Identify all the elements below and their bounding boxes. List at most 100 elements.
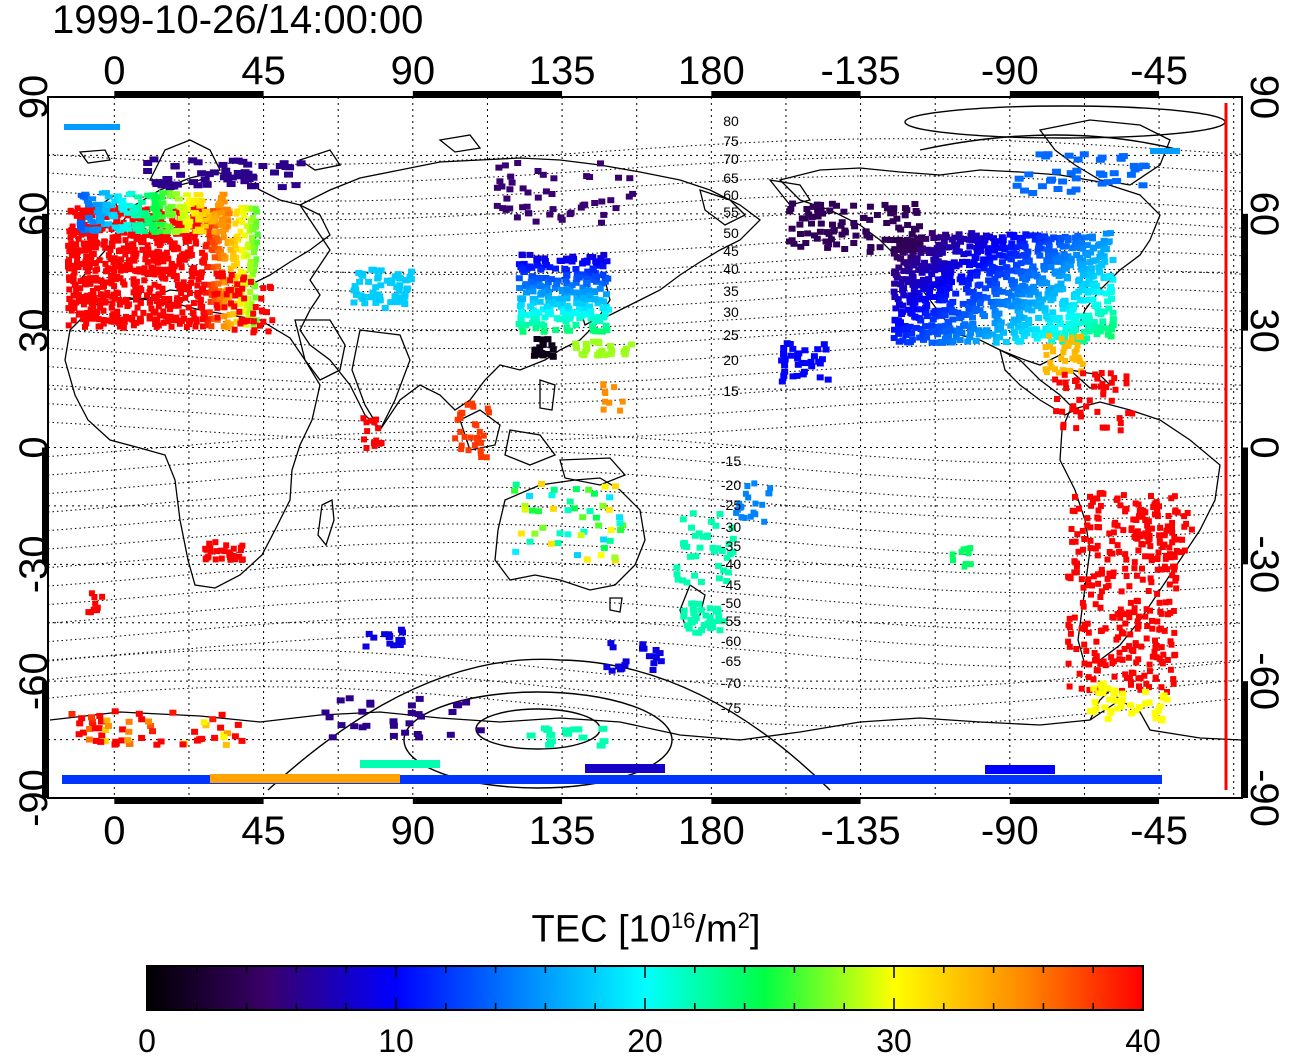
tec-sample [126,257,132,264]
tec-sample [1052,366,1058,373]
tec-sample [201,309,207,316]
tec-sample [908,270,916,277]
cb-label-main: TEC [10 [531,908,671,951]
tec-sample [245,274,252,281]
tec-sample [177,215,186,221]
tec-sample [180,284,187,291]
tec-sample [70,317,77,324]
tec-sample [1142,688,1149,695]
tec-sample [185,219,194,225]
lon-tick-bottom: 180 [678,809,745,853]
tec-sample [158,251,165,258]
tec-sample [165,184,175,191]
tec-sample [84,226,93,232]
tec-sample [1014,286,1022,293]
tec-sample [171,240,178,247]
tec-sample [711,548,718,555]
tec-sample [895,338,903,345]
tec-sample [172,181,182,188]
tec-sample [113,193,122,199]
tec-sample [96,257,103,264]
tec-sample [1077,239,1085,246]
tec-sample [108,212,117,218]
tec-sample [1025,320,1033,327]
tec-sample [89,722,97,729]
tec-sample [230,249,237,256]
tec-sample [1138,507,1144,513]
tec-sample [936,287,944,294]
tec-sample [147,298,154,305]
tec-sample [152,232,159,239]
tec-sample [244,252,251,259]
tec-sample [1094,495,1101,502]
tec-sample [1090,319,1098,325]
tec-sample [107,247,114,253]
tec-sample [533,336,541,342]
tec-sample [604,306,612,313]
tec-sample [121,229,128,236]
frame-tick-bottom [1009,798,1160,804]
tec-sample [603,664,611,671]
frame-tick-left [42,213,48,331]
tec-sample [940,238,948,245]
tec-sample [187,246,194,253]
tec-sample [103,214,110,220]
tec-sample [988,245,996,252]
tec-sample [526,732,536,739]
tec-sample [825,230,833,237]
frame-tick-right [1242,213,1248,331]
tec-sample [360,415,367,422]
tec-sample [1168,554,1174,561]
tec-sample [905,306,913,313]
tec-sample [375,425,382,432]
tec-sample [387,299,395,306]
tec-sample [550,486,558,493]
tec-sample [811,232,818,239]
tec-sample [956,337,964,343]
tec-sample [218,161,228,168]
tec-sample [233,246,240,253]
tec-sample [950,309,958,316]
tec-sample [405,720,414,727]
tec-sample [1102,290,1110,297]
tec-sample [591,200,599,206]
tec-sample [1094,552,1101,559]
tec-sample [1156,703,1164,710]
tec-sample [680,613,688,620]
tec-sample [1169,529,1176,536]
tec-sample [502,206,510,213]
tec-sample [77,278,84,285]
tec-sample [966,298,974,305]
tec-sample [891,294,899,300]
tec-sample [252,206,259,213]
tec-sample [818,356,826,363]
figure-title: 1999-10-26/14:00:00 [52,0,424,42]
tec-sample [146,315,153,322]
tec-sample [373,291,381,298]
tec-sample [573,294,581,301]
tec-sample [1007,244,1015,251]
magnetic-lat-label: 80 [723,113,739,129]
tec-sample [118,224,127,230]
tec-sample [813,235,821,242]
tec-sample [1052,168,1061,175]
tec-sample [1006,267,1014,274]
tec-sample [238,317,245,323]
tec-sample [206,225,213,232]
tec-sample [881,236,889,243]
tec-sample [190,223,197,230]
tec-sample [685,625,693,632]
tec-sample [215,280,222,287]
tec-sample [241,295,248,302]
frame-tick-left [42,681,48,798]
tec-sample [1084,297,1092,304]
tec-sample [1076,396,1083,403]
tec-sample [1005,289,1013,296]
tec-sample [999,329,1007,336]
frame-tick-bars [42,91,1248,804]
tec-sample [1045,327,1053,334]
tec-sample [373,437,380,444]
tec-sample [200,223,209,229]
tec-sample [607,640,615,647]
tec-sample [1079,599,1086,606]
